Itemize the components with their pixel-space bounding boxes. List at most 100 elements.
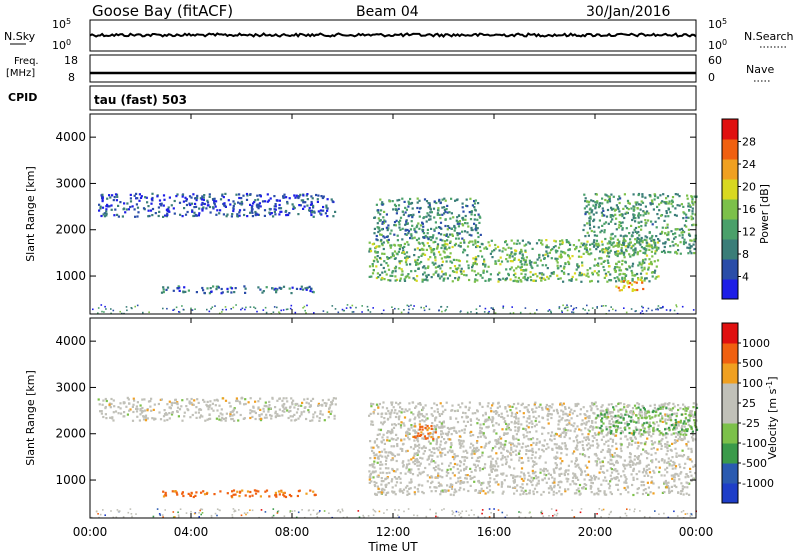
range-gate-cell	[113, 214, 116, 217]
range-gate-cell	[317, 402, 320, 405]
range-gate-cell	[295, 411, 299, 414]
range-gate-cell	[652, 492, 655, 495]
range-gate-cell	[531, 472, 535, 475]
range-gate-cell	[684, 418, 688, 421]
range-gate-cell	[533, 402, 536, 406]
range-gate-cell	[298, 195, 301, 198]
range-gate-cell	[238, 196, 241, 200]
range-gate-cell	[585, 423, 588, 426]
range-gate-cell	[194, 197, 197, 200]
range-gate-cell	[495, 432, 498, 435]
range-gate-cell	[663, 219, 666, 222]
range-gate-cell	[136, 407, 139, 411]
range-gate-cell	[464, 222, 467, 225]
range-gate-cell	[542, 490, 545, 494]
range-gate-cell	[608, 200, 612, 203]
range-gate-cell	[312, 206, 315, 209]
range-gate-cell	[391, 401, 394, 404]
range-gate-cell	[425, 248, 428, 251]
range-gate-cell	[368, 481, 371, 484]
range-gate-cell	[149, 209, 153, 212]
range-gate-cell	[595, 239, 598, 242]
range-gate-cell	[232, 205, 235, 208]
range-gate-cell	[430, 248, 433, 251]
range-gate-cell	[505, 458, 508, 461]
range-gate-cell	[683, 425, 686, 428]
range-gate-cell	[415, 263, 418, 266]
range-gate-cell	[513, 480, 516, 483]
range-gate-cell	[224, 204, 227, 207]
range-gate-cell	[578, 441, 582, 444]
range-gate-cell	[504, 248, 507, 251]
range-gate-cell	[556, 264, 559, 267]
range-gate-cell	[448, 438, 451, 441]
range-gate-cell	[182, 308, 185, 311]
range-gate-cell	[458, 264, 461, 267]
range-gate-cell	[375, 481, 378, 485]
range-gate-cell	[607, 431, 610, 434]
range-gate-cell	[441, 489, 444, 492]
range-gate-cell	[419, 462, 422, 465]
range-gate-cell	[166, 418, 169, 422]
range-gate-cell	[633, 455, 637, 458]
range-gate-cell	[671, 196, 675, 199]
range-gate-cell	[555, 433, 558, 436]
range-gate-cell	[429, 207, 432, 210]
range-gate-cell	[563, 430, 566, 433]
range-gate-cell	[282, 406, 285, 409]
range-gate-cell	[691, 198, 694, 201]
range-gate-cell	[133, 399, 136, 402]
range-gate-cell	[151, 214, 154, 217]
range-gate-cell	[558, 306, 561, 308]
range-gate-cell	[268, 400, 271, 403]
range-gate-cell	[628, 266, 631, 269]
range-gate-cell	[487, 442, 491, 445]
range-gate-cell	[435, 226, 438, 229]
range-gate-cell	[406, 484, 409, 488]
range-gate-cell	[580, 473, 583, 476]
range-gate-cell	[515, 417, 518, 420]
range-gate-cell	[446, 239, 449, 242]
range-gate-cell	[395, 481, 399, 484]
range-gate-cell	[587, 433, 590, 436]
range-gate-cell	[447, 432, 450, 435]
range-gate-cell	[563, 442, 567, 445]
range-gate-cell	[394, 270, 397, 273]
range-gate-cell	[644, 205, 647, 208]
range-gate-cell	[142, 207, 146, 210]
range-gate-cell	[483, 258, 486, 261]
range-gate-cell	[510, 446, 513, 449]
range-gate-cell	[687, 252, 690, 255]
range-gate-cell	[559, 402, 562, 405]
range-gate-cell	[605, 434, 608, 437]
range-gate-cell	[401, 238, 404, 241]
range-gate-cell	[511, 436, 515, 439]
range-gate-cell	[445, 248, 448, 251]
range-gate-cell	[456, 198, 459, 201]
range-gate-cell	[415, 238, 419, 242]
range-gate-cell	[434, 461, 437, 464]
range-gate-cell	[328, 406, 331, 409]
range-gate-cell	[263, 200, 267, 203]
range-gate-cell	[618, 210, 621, 213]
range-gate-cell	[599, 202, 602, 205]
range-gate-cell	[481, 467, 484, 471]
range-gate-cell	[442, 432, 445, 435]
range-gate-cell	[305, 194, 308, 197]
range-gate-cell	[239, 490, 242, 493]
range-gate-cell	[595, 248, 598, 251]
range-gate-cell	[126, 202, 129, 205]
range-gate-cell	[246, 490, 250, 493]
range-gate-cell	[605, 247, 608, 250]
range-gate-cell	[424, 404, 427, 407]
range-gate-cell	[466, 222, 469, 225]
range-gate-cell	[431, 236, 434, 239]
range-gate-cell	[307, 402, 310, 405]
range-gate-cell	[461, 237, 464, 240]
range-gate-cell	[615, 405, 618, 408]
range-gate-cell	[440, 490, 443, 493]
range-gate-cell	[239, 402, 242, 405]
range-gate-cell	[666, 427, 669, 430]
range-gate-cell	[410, 220, 413, 223]
range-gate-cell	[577, 266, 580, 269]
